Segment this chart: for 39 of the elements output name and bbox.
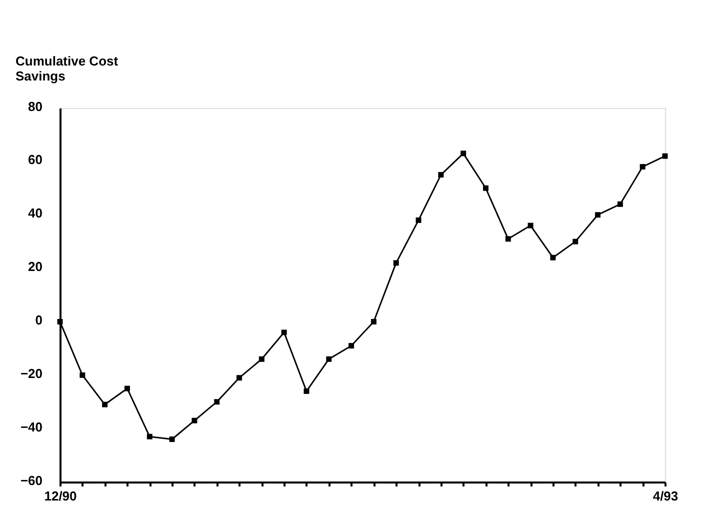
point xyxy=(236,375,242,381)
point xyxy=(550,254,556,260)
point xyxy=(304,388,310,394)
point xyxy=(662,153,668,159)
point xyxy=(326,356,332,362)
point xyxy=(124,386,130,392)
y-tick-label: −40 xyxy=(20,419,42,434)
y-tick-label: −60 xyxy=(20,472,42,488)
point xyxy=(640,164,646,170)
point xyxy=(393,260,399,266)
point xyxy=(348,343,354,348)
point xyxy=(370,318,376,324)
y-tick-label: 20 xyxy=(28,259,42,274)
y-tick-label: 40 xyxy=(28,206,42,221)
y-tick-label: 60 xyxy=(28,152,42,168)
point xyxy=(438,172,444,178)
point xyxy=(169,436,175,442)
point xyxy=(214,399,220,405)
y-tick-label: 80 xyxy=(28,98,42,114)
x-tick-label: 4/93 xyxy=(652,488,678,504)
y-tick-label: 0 xyxy=(35,312,42,328)
point xyxy=(146,434,152,440)
point xyxy=(192,418,198,424)
y-axis-title: Cumulative Cost Savings xyxy=(16,54,119,84)
point xyxy=(258,356,264,362)
point xyxy=(281,330,287,336)
point xyxy=(80,372,86,378)
point xyxy=(505,236,511,242)
point xyxy=(57,318,63,324)
point xyxy=(617,201,623,207)
point xyxy=(102,402,108,408)
point xyxy=(460,150,466,156)
y-tick-label: −20 xyxy=(20,366,42,381)
point xyxy=(572,238,578,244)
point xyxy=(528,222,534,228)
point xyxy=(595,212,601,218)
point xyxy=(416,217,422,223)
x-tick-label: 12/90 xyxy=(44,488,77,504)
point xyxy=(483,185,488,191)
